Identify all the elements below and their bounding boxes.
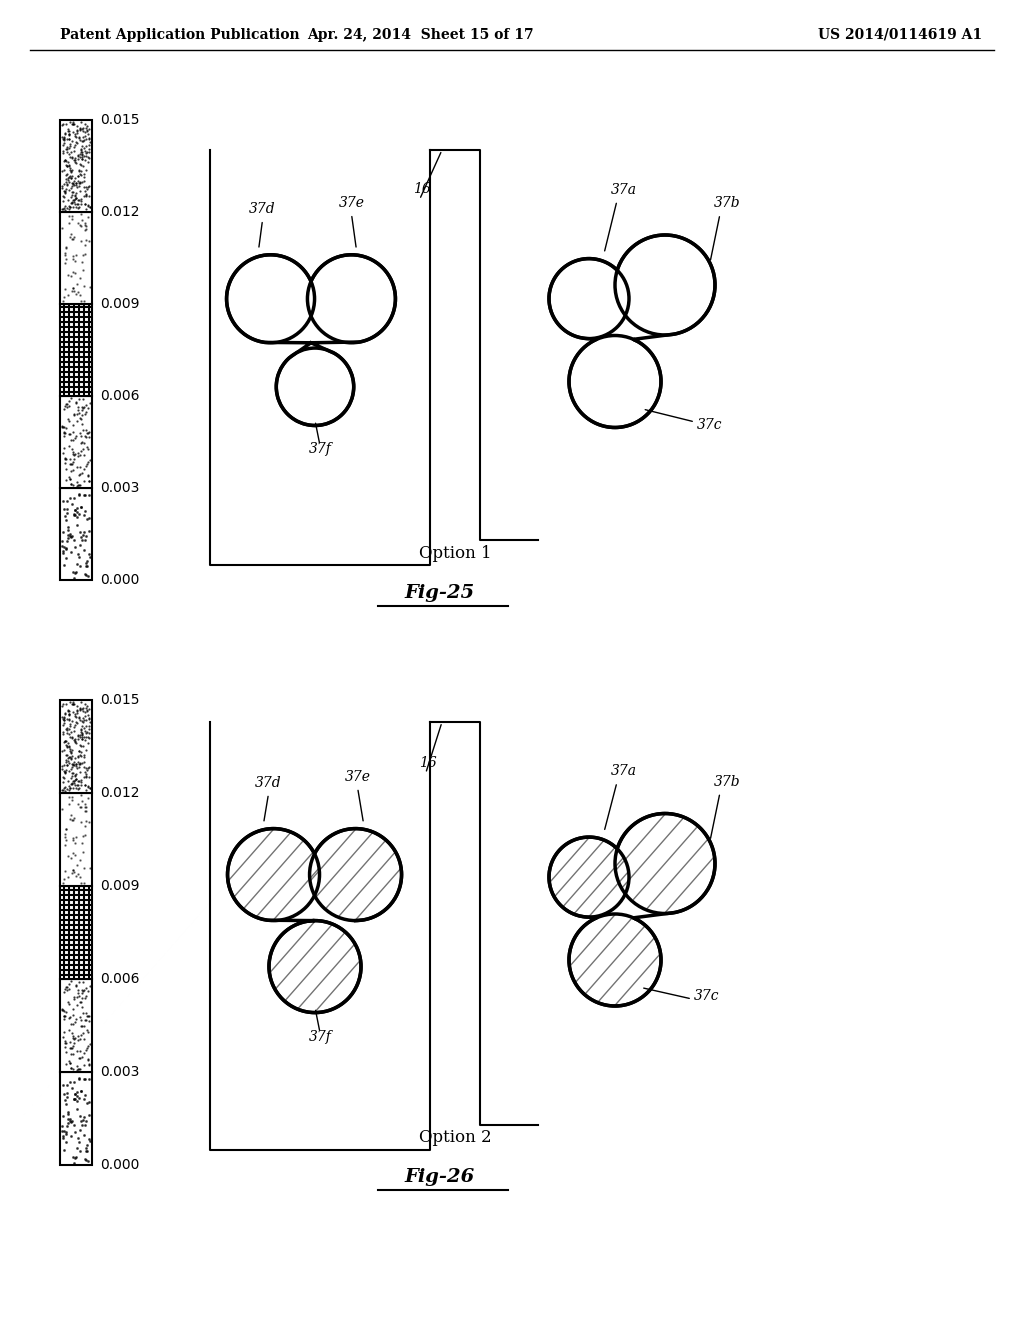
Text: 0.006: 0.006	[100, 972, 139, 986]
Bar	[60, 1072, 92, 1166]
Text: Option 1: Option 1	[419, 545, 492, 562]
Text: US 2014/0114619 A1: US 2014/0114619 A1	[818, 28, 982, 42]
Text: 37d: 37d	[249, 202, 275, 215]
Text: Apr. 24, 2014  Sheet 15 of 17: Apr. 24, 2014 Sheet 15 of 17	[306, 28, 534, 42]
Text: 0.012: 0.012	[100, 205, 139, 219]
Polygon shape	[549, 235, 715, 428]
Text: 0.009: 0.009	[100, 879, 139, 894]
Text: 37d: 37d	[255, 776, 282, 789]
Text: 37a: 37a	[611, 182, 637, 197]
Text: 0.012: 0.012	[100, 785, 139, 800]
Text: Fig-25: Fig-25	[404, 583, 475, 602]
Text: Patent Application Publication: Patent Application Publication	[60, 28, 300, 42]
Text: Option 2: Option 2	[419, 1129, 492, 1146]
Bar	[60, 793, 92, 886]
Text: 0.006: 0.006	[100, 389, 139, 403]
Text: 37c: 37c	[694, 990, 720, 1003]
Text: 37f: 37f	[308, 442, 332, 457]
Text: 37b: 37b	[714, 775, 740, 788]
Text: Fig-26: Fig-26	[404, 1168, 475, 1185]
Text: 37f: 37f	[308, 1030, 332, 1044]
Text: 0.003: 0.003	[100, 480, 139, 495]
Text: 0.000: 0.000	[100, 573, 139, 587]
Text: 0.009: 0.009	[100, 297, 139, 312]
Bar	[60, 396, 92, 488]
Bar	[60, 886, 92, 979]
Text: 0.000: 0.000	[100, 1158, 139, 1172]
Text: 37c: 37c	[697, 418, 723, 432]
Bar	[60, 120, 92, 213]
Text: 37b: 37b	[714, 195, 740, 210]
Polygon shape	[549, 813, 715, 1006]
Bar	[60, 304, 92, 396]
Text: 0.003: 0.003	[100, 1065, 139, 1078]
Text: 16: 16	[419, 755, 436, 770]
Text: 0.015: 0.015	[100, 114, 139, 127]
Polygon shape	[227, 829, 401, 1012]
Text: 37a: 37a	[611, 764, 637, 777]
Bar	[60, 488, 92, 579]
Bar	[60, 700, 92, 793]
Text: 37e: 37e	[344, 770, 371, 784]
Text: 0.015: 0.015	[100, 693, 139, 708]
Bar	[60, 979, 92, 1072]
Polygon shape	[226, 255, 395, 425]
Text: 16: 16	[413, 182, 430, 195]
Bar	[60, 213, 92, 304]
Text: 37e: 37e	[339, 195, 365, 210]
